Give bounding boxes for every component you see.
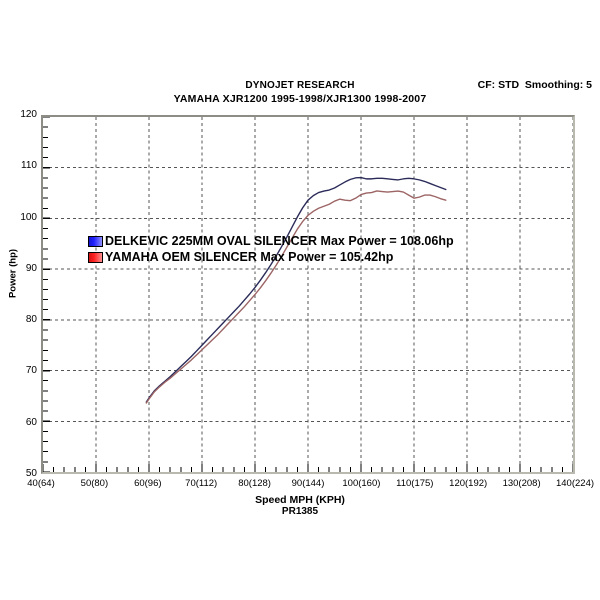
y-axis-tick-label: 110 [21,160,37,172]
y-axis-tick-label: 50 [25,468,37,479]
power-curves [145,176,447,404]
y-axis-tick-label: 100 [20,211,37,223]
x-axis-tick-label: 130(208) [502,478,541,489]
legend-swatch-icon [88,236,103,247]
y-axis-tick-label: 60 [25,416,37,428]
legend-swatch-icon [88,252,103,263]
run-id-label: PR1385 [281,506,319,517]
x-axis-tick-label: 80(128) [238,478,271,489]
x-axis-tick-label: 100(160) [342,478,381,489]
plot-inner [43,117,573,472]
legend-item-label: YAMAHA OEM SILENCER Max Power = 105.42hp [105,250,394,264]
x-axis-tick-label: 90(144) [291,478,325,489]
x-axis-tick-label: 120(192) [449,478,488,489]
x-axis-tick-label: 70(112) [185,478,218,489]
y-axis-tick-label: 120 [20,109,37,120]
plot-area: DELKEVIC 225MM OVAL SILENCER Max Power =… [41,115,575,474]
x-axis-tick-label: 40(64) [27,478,55,489]
legend-item-label: DELKEVIC 225MM OVAL SILENCER Max Power =… [105,234,454,248]
x-axis-tick-label: 60(96) [134,478,162,489]
x-axis-tick-label: 140(224) [555,478,595,489]
chart-subtitle: DYNOJET RESEARCH [245,80,355,91]
x-axis-title: Speed MPH (KPH) [255,494,345,506]
grid-lines [43,117,573,472]
x-axis-tick-label: 110(175) [396,478,434,489]
legend: DELKEVIC 225MM OVAL SILENCER Max Power =… [88,234,454,265]
y-axis-tick-label: 80 [25,314,37,326]
legend-item: YAMAHA OEM SILENCER Max Power = 105.42hp [88,250,454,265]
correction-factor-smoothing-label: CF: STD Smoothing: 5 [477,79,592,91]
chart-title: YAMAHA XJR1200 1995-1998/XJR1300 1998-20… [173,93,427,105]
y-axis-tick-label: 70 [25,365,37,377]
y-axis-title: Power (hp) [7,248,19,299]
legend-item: DELKEVIC 225MM OVAL SILENCER Max Power =… [88,234,454,249]
x-axis-tick-label: 50(80) [80,478,109,489]
